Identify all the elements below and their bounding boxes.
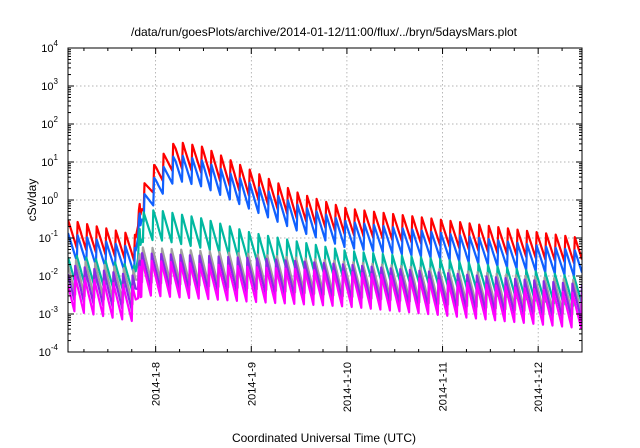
x-tick-label: 2014-1-10 (342, 362, 354, 412)
x-tick-label: 2014-1-11 (438, 362, 450, 411)
series-line (68, 252, 582, 321)
x-tick-labels: 2014-1-8 2014-1-9 2014-1-10 2014-1-11 2014-1… (151, 362, 546, 412)
x-tick-label: 2014-1-8 (151, 362, 163, 406)
y-tick-label: 103 (41, 77, 58, 93)
y-tick-label: 10-4 (39, 343, 59, 359)
y-tick-label: 104 (41, 39, 58, 55)
y-tick-label: 10-3 (39, 305, 59, 321)
y-tick-labels: 10-4 10-3 10-2 10-1 100 101 102 103 104 (39, 39, 59, 359)
chart-title: /data/run/goesPlots/archive/2014-01-12/1… (131, 25, 518, 39)
series-layer (68, 141, 582, 330)
y-tick-label: 101 (41, 153, 58, 169)
series-line (68, 154, 582, 278)
y-tick-label: 100 (41, 191, 58, 207)
x-tick-label: 2014-1-9 (246, 362, 258, 406)
x-tick-label: 2014-1-12 (533, 362, 545, 412)
ticks (68, 47, 582, 353)
y-tick-label: 10-2 (39, 267, 59, 283)
x-axis-title: Coordinated Universal Time (UTC) (232, 431, 416, 445)
y-axis-title: cSv/day (25, 179, 39, 222)
series-line (68, 259, 582, 330)
y-tick-label: 10-1 (39, 229, 59, 245)
y-tick-label: 102 (41, 115, 58, 131)
